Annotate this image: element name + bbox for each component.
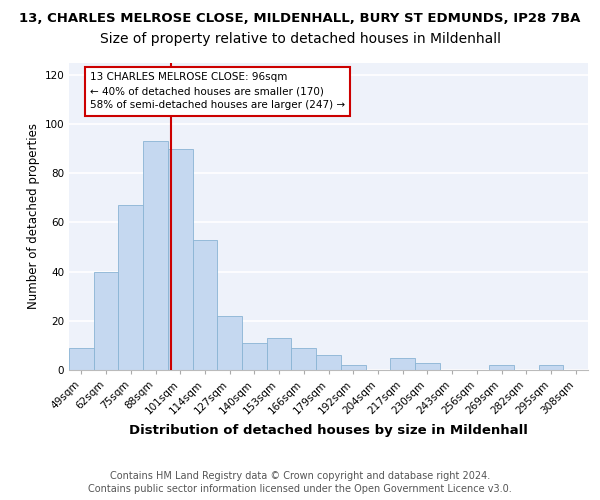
Bar — [267, 338, 292, 370]
Text: 13 CHARLES MELROSE CLOSE: 96sqm
← 40% of detached houses are smaller (170)
58% o: 13 CHARLES MELROSE CLOSE: 96sqm ← 40% of… — [90, 72, 345, 110]
Bar — [316, 355, 341, 370]
X-axis label: Distribution of detached houses by size in Mildenhall: Distribution of detached houses by size … — [129, 424, 528, 437]
Bar — [415, 362, 440, 370]
Text: Contains HM Land Registry data © Crown copyright and database right 2024.: Contains HM Land Registry data © Crown c… — [110, 471, 490, 481]
Bar — [217, 316, 242, 370]
Y-axis label: Number of detached properties: Number of detached properties — [27, 123, 40, 309]
Bar — [69, 348, 94, 370]
Bar — [118, 205, 143, 370]
Text: 13, CHARLES MELROSE CLOSE, MILDENHALL, BURY ST EDMUNDS, IP28 7BA: 13, CHARLES MELROSE CLOSE, MILDENHALL, B… — [19, 12, 581, 26]
Bar — [242, 343, 267, 370]
Bar — [168, 148, 193, 370]
Text: Contains public sector information licensed under the Open Government Licence v3: Contains public sector information licen… — [88, 484, 512, 494]
Bar — [390, 358, 415, 370]
Bar — [193, 240, 217, 370]
Bar — [341, 365, 365, 370]
Bar — [489, 365, 514, 370]
Bar — [292, 348, 316, 370]
Bar — [143, 141, 168, 370]
Text: Size of property relative to detached houses in Mildenhall: Size of property relative to detached ho… — [100, 32, 500, 46]
Bar — [94, 272, 118, 370]
Bar — [539, 365, 563, 370]
